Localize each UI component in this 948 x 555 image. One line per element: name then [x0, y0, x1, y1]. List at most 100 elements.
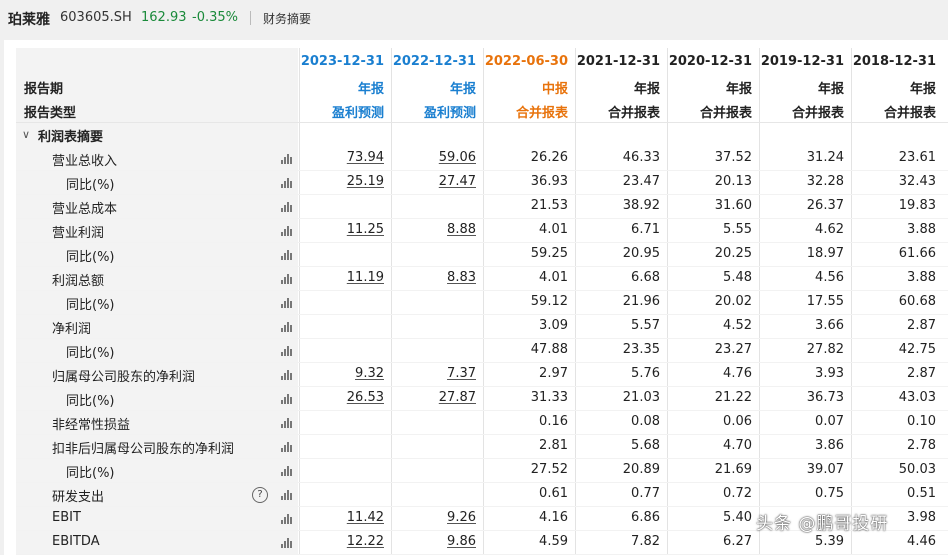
table-cell: 4.62: [815, 222, 844, 237]
table-cell: 0.51: [907, 486, 936, 501]
table-cell: 61.66: [898, 246, 936, 261]
row-label: 归属母公司股东的净利润: [52, 370, 196, 385]
page-title[interactable]: 财务摘要: [263, 12, 312, 26]
bar-chart-icon[interactable]: [281, 442, 293, 452]
table-cell: 27.52: [530, 462, 568, 477]
row-label: 净利润: [52, 322, 92, 337]
table-cell: 0.07: [815, 414, 844, 429]
period-date-header[interactable]: 2019-12-31: [760, 54, 844, 69]
table-cell: 4.52: [723, 318, 752, 333]
table-cell: 9.86: [447, 534, 476, 549]
column-separator: [759, 48, 760, 555]
period-kind: 中报: [541, 82, 568, 97]
period-date-header[interactable]: 2020-12-31: [668, 54, 752, 69]
table-cell: 21.03: [622, 390, 660, 405]
row-label: 研发支出: [52, 490, 105, 505]
period-date-header[interactable]: 2023-12-31: [300, 54, 384, 69]
bar-chart-icon[interactable]: [281, 154, 293, 164]
row-separator: [16, 362, 948, 363]
row-separator: [16, 290, 948, 291]
row-label: 同比(%): [66, 298, 115, 313]
period-date-header[interactable]: 2022-06-30: [484, 54, 568, 69]
column-separator: [391, 48, 392, 555]
column-separator: [667, 48, 668, 555]
table-cell: 11.42: [346, 510, 384, 525]
report-type: 合并报表: [699, 106, 752, 121]
report-type: 合并报表: [515, 106, 568, 121]
header-divider: [250, 11, 251, 25]
table-cell: 5.55: [723, 222, 752, 237]
table-cell: 2.97: [539, 366, 568, 381]
table-cell: 9.26: [447, 510, 476, 525]
bar-chart-icon[interactable]: [281, 226, 293, 236]
table-cell: 18.97: [806, 246, 844, 261]
row-separator: [16, 218, 948, 219]
bar-chart-icon[interactable]: [281, 178, 293, 188]
table-cell: 73.94: [346, 150, 384, 165]
bar-chart-icon[interactable]: [281, 370, 293, 380]
collapse-chevron-icon[interactable]: ∨: [22, 128, 31, 141]
table-cell: 20.13: [714, 174, 752, 189]
row-separator: [16, 530, 948, 531]
row-label: 同比(%): [66, 346, 115, 361]
table-cell: 2.81: [539, 438, 568, 453]
row-label: 同比(%): [66, 466, 115, 481]
table-cell: 26.26: [530, 150, 568, 165]
table-cell: 32.43: [898, 174, 936, 189]
bar-chart-icon[interactable]: [281, 202, 293, 212]
bar-chart-icon[interactable]: [281, 490, 293, 500]
bar-chart-icon[interactable]: [281, 250, 293, 260]
bar-chart-icon[interactable]: [281, 394, 293, 404]
table-cell: 36.93: [530, 174, 568, 189]
row-label: EBITDA: [52, 534, 100, 549]
table-cell: 2.78: [907, 438, 936, 453]
stock-code: 603605.SH: [60, 10, 132, 25]
table-cell: 19.83: [898, 198, 936, 213]
table-cell: 4.56: [815, 270, 844, 285]
watermark: 头条 @鹏哥投研: [756, 514, 889, 534]
table-cell: 27.82: [806, 342, 844, 357]
bar-chart-icon[interactable]: [281, 274, 293, 284]
table-cell: 3.88: [907, 270, 936, 285]
row-label: 利润总额: [52, 274, 105, 289]
row-label: 营业利润: [52, 226, 105, 241]
bar-chart-icon[interactable]: [281, 466, 293, 476]
table-cell: 9.32: [355, 366, 384, 381]
table-cell: 32.28: [806, 174, 844, 189]
table-cell: 59.06: [438, 150, 476, 165]
table-cell: 20.89: [622, 462, 660, 477]
table-cell: 3.86: [815, 438, 844, 453]
period-row-label: 报告期: [24, 82, 64, 97]
section-income-statement[interactable]: 利润表摘要: [38, 130, 104, 145]
table-cell: 0.10: [907, 414, 936, 429]
bar-chart-icon[interactable]: [281, 346, 293, 356]
column-separator: [299, 48, 300, 555]
table-cell: 20.25: [714, 246, 752, 261]
table-cell: 5.39: [815, 534, 844, 549]
period-date-header[interactable]: 2018-12-31: [852, 54, 936, 69]
table-cell: 0.16: [539, 414, 568, 429]
table-cell: 0.06: [723, 414, 752, 429]
bar-chart-icon[interactable]: [281, 298, 293, 308]
bar-chart-icon[interactable]: [281, 514, 293, 524]
help-icon[interactable]: ?: [252, 487, 268, 503]
report-type: 合并报表: [607, 106, 660, 121]
table-cell: 26.53: [346, 390, 384, 405]
bar-chart-icon[interactable]: [281, 322, 293, 332]
table-cell: 31.60: [714, 198, 752, 213]
bar-chart-icon[interactable]: [281, 538, 293, 548]
row-separator: [16, 338, 948, 339]
table-cell: 2.87: [907, 318, 936, 333]
table-cell: 7.82: [631, 534, 660, 549]
row-separator: [16, 266, 948, 267]
period-date-header[interactable]: 2021-12-31: [576, 54, 660, 69]
bar-chart-icon[interactable]: [281, 418, 293, 428]
row-separator: [16, 410, 948, 411]
table-cell: 4.01: [539, 270, 568, 285]
period-date-header[interactable]: 2022-12-31: [392, 54, 476, 69]
row-label: 同比(%): [66, 178, 115, 193]
row-separator: [16, 170, 948, 171]
table-cell: 27.47: [438, 174, 476, 189]
stock-price: 162.93: [141, 10, 187, 25]
table-cell: 23.27: [714, 342, 752, 357]
